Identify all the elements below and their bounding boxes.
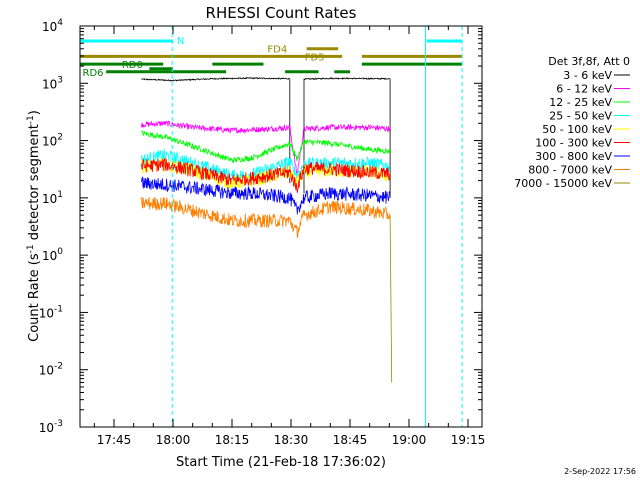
x-tick-label: 17:45 (97, 433, 132, 447)
series-line (389, 215, 393, 383)
flag-label: FD4 (267, 45, 287, 56)
footer-date: 2-Sep-2022 17:56 (564, 467, 636, 476)
x-tick-label: 18:45 (333, 433, 368, 447)
flags-layer: N FD4 FD5 RD0 RD6 (80, 36, 463, 79)
chart-title: RHESSI Count Rates (206, 4, 357, 22)
series-line (141, 196, 391, 239)
y-tick-label: 104 (42, 18, 63, 34)
series-line (141, 120, 391, 176)
series-layer (141, 77, 393, 383)
y-tick-label: 100 (42, 247, 63, 263)
series-line (141, 77, 391, 198)
legend-header: Det 3f,8f, Att 0 (548, 55, 630, 68)
x-tick-label: 18:30 (274, 433, 309, 447)
legend-label: 25 - 50 keV (549, 110, 612, 123)
legend-label: 800 - 7000 keV (528, 164, 612, 177)
series-line (141, 176, 391, 215)
legend-label: 100 - 300 keV (535, 137, 612, 150)
y-axis: 104 103 102 101 100 10-1 10-2 10-3 (39, 18, 482, 435)
legend-label: 50 - 100 keV (542, 123, 612, 136)
x-tick-label: 18:15 (215, 433, 250, 447)
y-tick-label: 102 (42, 133, 63, 149)
series-line (141, 130, 391, 164)
plot-frame (79, 25, 483, 428)
vlines-layer (79, 26, 463, 427)
legend-label: 7000 - 15000 keV (514, 177, 612, 190)
legend-label: 300 - 800 keV (535, 150, 612, 163)
x-axis-label: Start Time (21-Feb-18 17:36:02) (176, 455, 386, 470)
y-tick-label: 10-2 (39, 362, 63, 378)
flag-label: RD0 (122, 60, 143, 71)
x-axis: 17:45 18:00 18:15 18:30 18:45 19:00 19:15 (93, 26, 486, 447)
y-tick-label: 10-3 (39, 419, 63, 435)
x-tick-label: 19:00 (392, 433, 427, 447)
legend-label: 6 - 12 keV (556, 83, 612, 96)
y-tick-label: 10-1 (39, 304, 63, 320)
series-line (141, 157, 391, 193)
legend-label: 3 - 6 keV (563, 69, 612, 82)
x-tick-label: 18:00 (156, 433, 191, 447)
legend-label: 12 - 25 keV (549, 96, 612, 109)
x-tick-label: 19:15 (451, 433, 486, 447)
flag-label: N (177, 36, 184, 47)
flag-label: FD5 (305, 52, 325, 63)
y-tick-label: 103 (42, 75, 63, 91)
y-tick-label: 101 (42, 190, 63, 206)
flag-label: RD6 (83, 68, 104, 79)
y-axis-label: Count Rate (s-1 detector segment-1) (26, 110, 42, 342)
